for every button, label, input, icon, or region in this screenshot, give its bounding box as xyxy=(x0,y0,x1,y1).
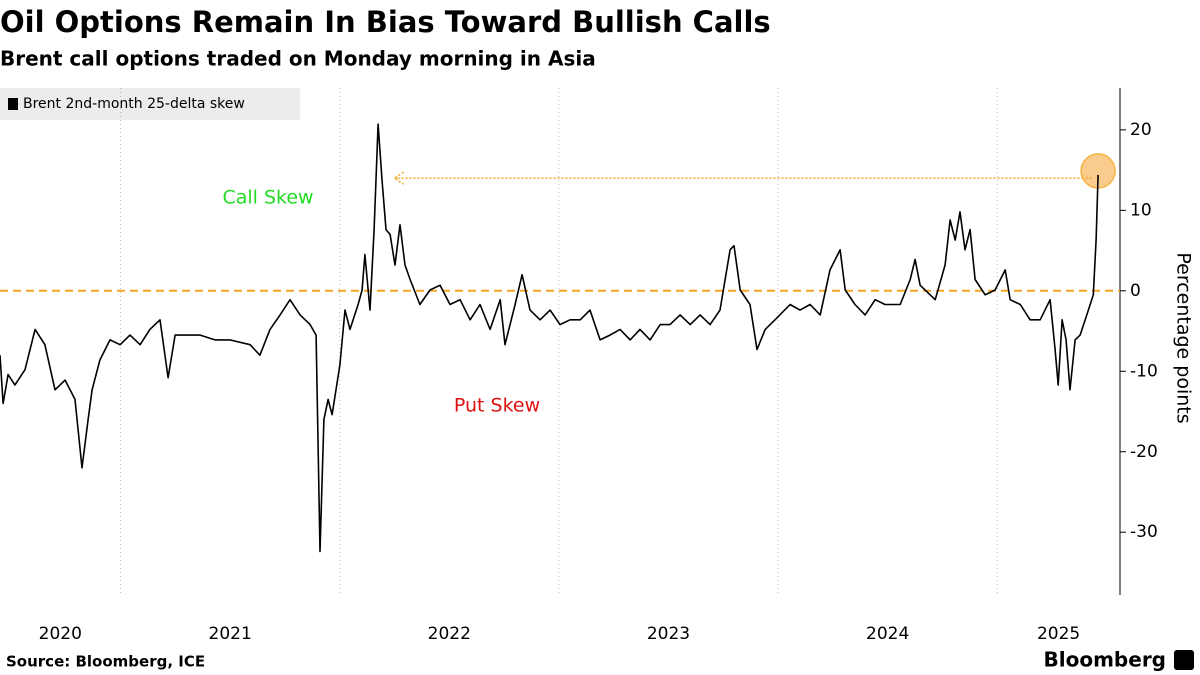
y-tick-label: -20 xyxy=(1130,442,1158,462)
y-tick-label: -10 xyxy=(1130,361,1158,381)
logo: Bloomberg xyxy=(1044,648,1166,672)
series-line xyxy=(0,123,1099,553)
y-axis-label: Percentage points xyxy=(1173,252,1195,423)
logo-icon xyxy=(1174,650,1194,670)
x-tick-label: 2020 xyxy=(39,624,82,644)
x-tick-label: 2022 xyxy=(428,624,471,644)
x-tick-label: 2025 xyxy=(1037,624,1080,644)
y-tick-label: 20 xyxy=(1130,120,1152,140)
y-tick-label: -30 xyxy=(1130,522,1158,542)
x-tick-label: 2023 xyxy=(647,624,690,644)
legend-label: Brent 2nd-month 25-delta skew xyxy=(23,96,245,112)
annotation-call: Call Skew xyxy=(222,187,313,209)
y-tick-label: 0 xyxy=(1130,281,1141,301)
chart-subtitle: Brent call options traded on Monday morn… xyxy=(0,47,596,71)
source: Source: Bloomberg, ICE xyxy=(6,653,205,671)
chart-title: Oil Options Remain In Bias Toward Bullis… xyxy=(0,5,771,39)
x-tick-label: 2021 xyxy=(209,624,252,644)
legend-swatch xyxy=(8,98,18,110)
annotation-put: Put Skew xyxy=(454,395,540,417)
legend-box xyxy=(0,88,300,120)
y-tick-label: 10 xyxy=(1130,200,1152,220)
x-tick-label: 2024 xyxy=(866,624,909,644)
